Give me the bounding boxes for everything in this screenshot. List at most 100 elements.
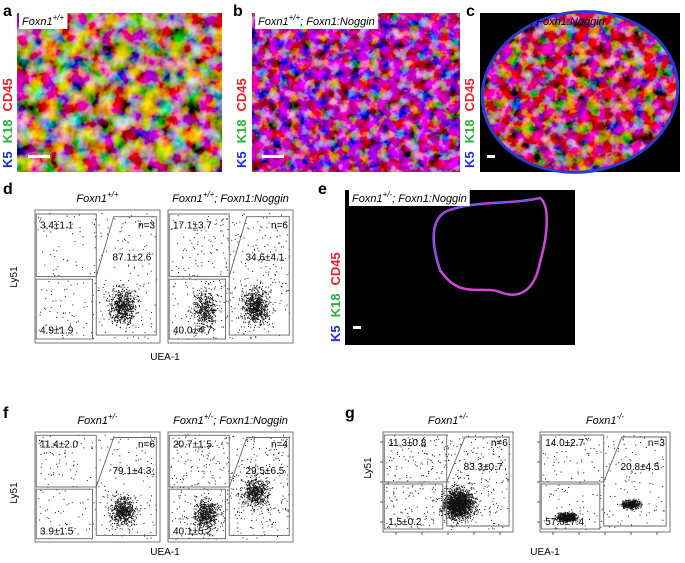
dot	[262, 524, 263, 525]
dot	[282, 452, 283, 453]
dot	[131, 316, 132, 317]
dot	[137, 500, 138, 501]
dot	[248, 228, 249, 229]
dot	[254, 315, 255, 316]
dot	[253, 447, 254, 448]
dot	[202, 518, 203, 519]
dot	[204, 520, 205, 521]
dot	[114, 297, 115, 298]
dot	[203, 321, 204, 322]
dot	[255, 303, 256, 304]
dot	[213, 517, 214, 518]
dot	[52, 453, 53, 454]
gene: Foxn1	[258, 16, 289, 28]
dot	[245, 492, 246, 493]
dot	[59, 463, 60, 464]
dot	[258, 299, 259, 300]
dot	[210, 500, 211, 501]
dot	[116, 317, 117, 318]
dot	[256, 498, 257, 499]
dot	[262, 527, 263, 528]
dot	[266, 482, 267, 483]
dot	[197, 302, 198, 303]
dot	[262, 318, 263, 319]
dot	[211, 319, 212, 320]
dot	[118, 313, 119, 314]
dot	[204, 518, 205, 519]
dot	[136, 313, 137, 314]
dot	[262, 499, 263, 500]
dot	[266, 502, 267, 503]
dot	[51, 294, 52, 295]
dot	[129, 327, 130, 328]
dot	[123, 300, 124, 301]
dot	[252, 492, 253, 493]
dot	[127, 504, 128, 505]
dot	[83, 335, 84, 336]
dot	[267, 501, 268, 502]
dot	[59, 459, 60, 460]
dot	[245, 445, 246, 446]
dot	[122, 521, 123, 522]
dot	[134, 295, 135, 296]
dot	[114, 520, 115, 521]
dot	[203, 315, 204, 316]
dot	[287, 483, 288, 484]
dot	[111, 299, 112, 300]
dot	[259, 251, 260, 252]
dot	[120, 504, 121, 505]
dot	[245, 331, 246, 332]
dot	[74, 241, 75, 242]
dot	[203, 456, 204, 457]
dot	[193, 303, 194, 304]
dot	[268, 272, 269, 273]
dot	[178, 268, 179, 269]
dot	[211, 505, 212, 506]
dot	[130, 497, 131, 498]
dot	[175, 298, 176, 299]
dot	[204, 508, 205, 509]
dot	[213, 515, 214, 516]
dot	[212, 446, 213, 447]
dot	[263, 301, 264, 302]
dot	[198, 315, 199, 316]
dot	[268, 512, 269, 513]
dot	[248, 293, 249, 294]
dot	[231, 493, 232, 494]
dot	[197, 467, 198, 468]
dot	[194, 514, 195, 515]
dot	[260, 492, 261, 493]
dot	[78, 321, 79, 322]
dot	[260, 297, 261, 298]
dot	[198, 521, 199, 522]
dot	[269, 450, 270, 451]
dot	[183, 475, 184, 476]
dot	[242, 504, 243, 505]
dot	[174, 502, 175, 503]
dot	[112, 526, 113, 527]
dot	[269, 504, 270, 505]
dot	[134, 267, 135, 268]
dot	[172, 521, 173, 522]
dot	[210, 521, 211, 522]
dot	[223, 467, 224, 468]
dot	[268, 498, 269, 499]
dot	[233, 297, 234, 298]
dot	[248, 305, 249, 306]
dot	[207, 521, 208, 522]
dot	[135, 222, 136, 223]
dot	[265, 291, 266, 292]
dot	[262, 308, 263, 309]
dot	[56, 300, 57, 301]
dot	[115, 308, 116, 309]
dot	[196, 496, 197, 497]
dot	[254, 316, 255, 317]
dot	[263, 502, 264, 503]
dot	[131, 525, 132, 526]
dot	[245, 318, 246, 319]
dot	[100, 502, 101, 503]
dot	[262, 296, 263, 297]
dot	[200, 300, 201, 301]
dot	[214, 267, 215, 268]
dot	[131, 509, 132, 510]
